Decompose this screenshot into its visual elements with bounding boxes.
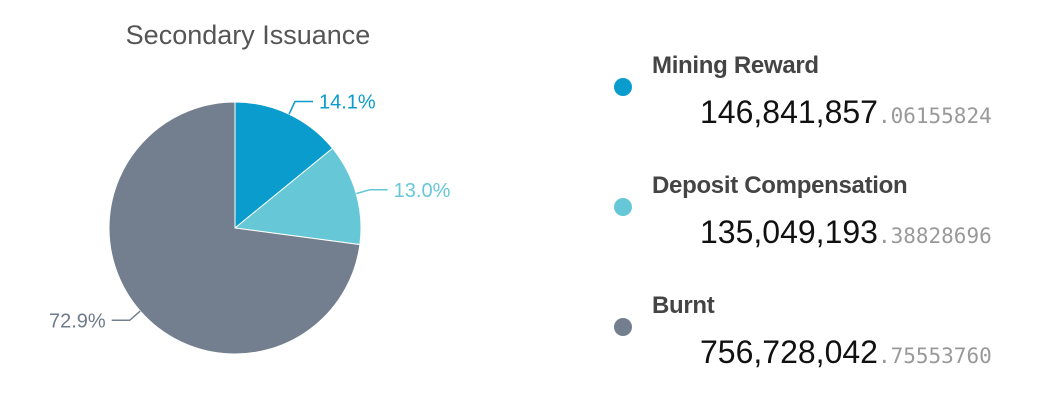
slice-connector [111, 310, 141, 322]
value-decimal: .06155824 [877, 104, 992, 128]
slice-label: 14.1% [319, 92, 376, 114]
legend-label: Burnt [652, 292, 715, 319]
legend-value: 146,841,857.06155824 [700, 94, 992, 131]
legend-label: Mining Reward [652, 52, 819, 79]
slice-connector [288, 100, 314, 115]
legend-label: Deposit Compensation [652, 172, 908, 199]
legend-dot-mining-reward [614, 78, 632, 96]
pie-slice-mining-reward [234, 101, 334, 230]
value-integer: 146,841,857 [700, 94, 878, 130]
value-decimal: .75553760 [877, 344, 992, 368]
legend-dot-deposit-compensation [614, 198, 632, 216]
slice-label: 72.9% [49, 310, 106, 332]
legend-dot-burnt [614, 318, 632, 336]
value-integer: 756,728,042 [700, 334, 878, 370]
value-integer: 135,049,193 [700, 214, 878, 250]
legend: Mining Reward 146,841,857.06155824 Depos… [600, 0, 1060, 406]
legend-value: 135,049,193.38828696 [700, 214, 992, 251]
legend-value: 756,728,042.75553760 [700, 334, 992, 371]
chart-title: Secondary Issuance [125, 20, 371, 50]
slice-connector [356, 189, 388, 195]
slice-label: 13.0% [394, 180, 451, 202]
pie-chart: 14.1% 13.0% 72.9% [49, 92, 451, 355]
value-decimal: .38828696 [877, 224, 992, 248]
pie-slice-burnt [108, 101, 361, 355]
